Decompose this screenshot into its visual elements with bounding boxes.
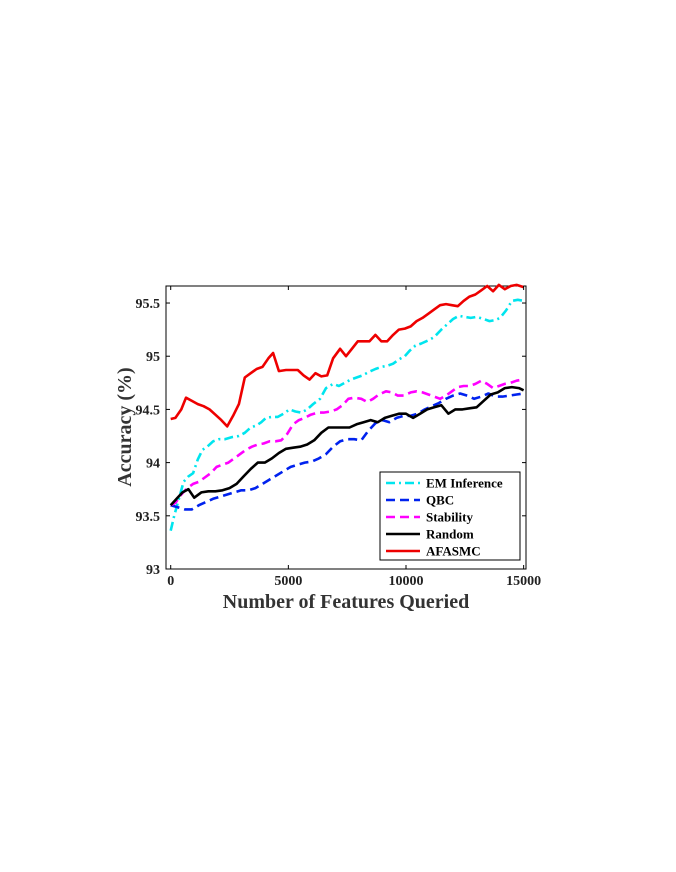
legend-label-afasmc: AFASMC xyxy=(426,544,481,559)
legend-label-qbc: QBC xyxy=(426,493,454,508)
legend: EM Inference QBC Stability Random AFASMC xyxy=(379,471,521,561)
x-tick-label: 15000 xyxy=(506,574,541,589)
legend-label-random: Random xyxy=(426,527,474,542)
legend-label-em-inference: EM Inference xyxy=(426,476,503,491)
y-tick-label: 93.5 xyxy=(136,510,161,525)
x-tick-label: 0 xyxy=(167,574,174,589)
series-line-stability xyxy=(170,378,523,507)
series-line-afasmc xyxy=(170,283,524,428)
series-line-qbc xyxy=(170,392,524,511)
y-tick-label: 95 xyxy=(146,350,160,365)
legend-label-stability: Stability xyxy=(426,510,473,525)
y-tick-label: 95.5 xyxy=(136,297,161,312)
series-line-random xyxy=(169,385,525,507)
x-axis-title: Number of Features Queried xyxy=(223,591,469,613)
series-line-em-inference xyxy=(169,298,524,531)
y-tick-label: 93 xyxy=(146,563,160,578)
x-tick-label: 10000 xyxy=(389,574,424,589)
x-tick-label: 5000 xyxy=(274,574,302,589)
y-tick-label: 94 xyxy=(146,457,160,472)
series-layer xyxy=(169,283,525,531)
tick-layer: 0 5000 10000 15000 93 93.5 94 94.5 95 95.5 xyxy=(136,286,541,589)
y-axis-title: Accuracy (%) xyxy=(114,367,136,486)
legend-items: EM Inference QBC Stability Random AFASMC xyxy=(386,476,503,559)
y-tick-label: 94.5 xyxy=(136,403,161,418)
